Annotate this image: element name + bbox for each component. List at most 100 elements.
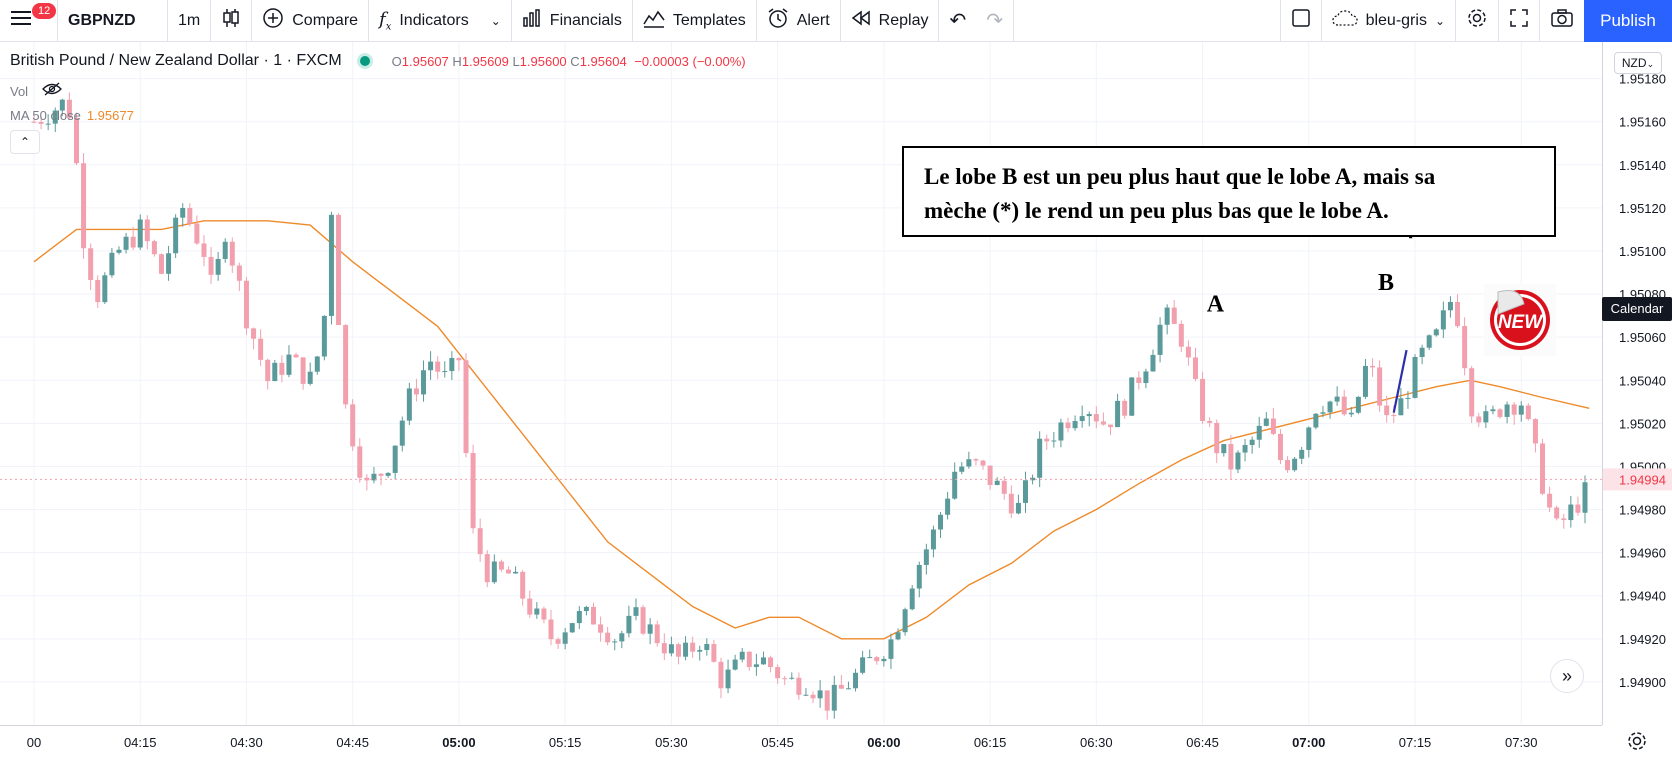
eye-crossed-icon[interactable] — [41, 82, 62, 99]
candle-body — [52, 110, 58, 124]
ohlc-values: O1.95607 H1.95609 L1.95600 C1.95604 −0.0… — [392, 54, 746, 69]
symbol-search[interactable]: GBPNZD — [58, 0, 168, 42]
candle-body — [1171, 307, 1177, 324]
financials-button[interactable]: Financials — [512, 0, 633, 42]
time-tick-label: 06:00 — [867, 735, 900, 750]
candle-body — [1355, 396, 1361, 413]
collapse-legend-button[interactable]: ⌃ — [10, 130, 40, 154]
candle-body — [1547, 493, 1553, 508]
compare-button[interactable]: Compare — [252, 0, 370, 42]
price-tick-label: 1.95040 — [1619, 373, 1666, 388]
symbol-title[interactable]: British Pound / New Zealand Dollar · 1 ·… — [10, 52, 342, 69]
candle-body — [428, 361, 434, 371]
templates-button[interactable]: Templates — [633, 0, 757, 42]
current-price-tag — [1603, 468, 1672, 491]
close-label: C — [570, 53, 580, 69]
menu-button[interactable]: 12 — [0, 0, 58, 42]
candle-body — [1249, 439, 1255, 446]
candle-body — [1015, 502, 1021, 514]
candle-body — [938, 514, 944, 530]
candle-body — [690, 642, 696, 652]
price-axis[interactable]: 1.94900 1.94920 1.94940 1.94960 1.94980 1.950… — [1602, 42, 1672, 725]
candle-body — [300, 357, 306, 384]
currency-selector[interactable]: NZD⌄ — [1614, 52, 1662, 74]
templates-icon — [643, 8, 665, 33]
candle-body — [371, 473, 377, 481]
candle-body — [258, 338, 264, 360]
candle-body — [527, 598, 533, 615]
ma-legend[interactable]: MA 50 close 1.95677 — [10, 108, 134, 123]
candle-body — [208, 256, 214, 275]
current-price-label: 1.94994 — [1619, 472, 1666, 487]
candle-body — [1270, 418, 1276, 434]
replay-button[interactable]: Replay — [841, 0, 940, 42]
candle-body — [506, 569, 512, 574]
ma-value: 1.95677 — [86, 108, 134, 123]
candle-body — [38, 121, 44, 124]
candle-body — [243, 280, 249, 329]
candle-body — [1037, 438, 1043, 478]
candle-body — [739, 651, 745, 660]
candle-body — [725, 669, 731, 689]
candle-body — [321, 315, 327, 357]
axis-settings-icon[interactable] — [1626, 730, 1648, 752]
candle-body — [1030, 477, 1036, 481]
indicators-button[interactable]: fx Indicators ⌄ — [369, 0, 512, 42]
candle-body — [158, 254, 164, 274]
time-tick-label: 07:00 — [1292, 735, 1325, 750]
candle-body — [1150, 354, 1156, 372]
candle-body — [1476, 416, 1482, 423]
camera-icon — [1550, 8, 1574, 33]
candle-body — [385, 472, 391, 476]
trend-line[interactable] — [1392, 349, 1408, 413]
candle-body — [1023, 480, 1029, 503]
price-chart[interactable]: A B * — [0, 42, 1602, 725]
layout-selector[interactable]: bleu-gris ⌄ — [1322, 0, 1456, 42]
chevron-down-icon[interactable]: ⌄ — [490, 13, 501, 28]
interval-button[interactable]: 1m — [168, 0, 212, 42]
gear-icon — [1466, 7, 1488, 34]
hamburger-icon — [10, 9, 32, 32]
annotation-textbox[interactable]: Le lobe B est un peu plus haut que le lo… — [902, 146, 1556, 237]
fullscreen-button[interactable] — [1499, 0, 1540, 42]
time-axis[interactable]: 00 04:15 04:30 04:45 05:00 05:15 05:30 05:45 06:… — [0, 725, 1602, 757]
volume-legend[interactable]: Vol — [10, 82, 62, 99]
ma-label: MA 50 close — [10, 108, 81, 123]
top-toolbar: 12 GBPNZD 1m Compare fx Indicators ⌄ Fin… — [0, 0, 1672, 42]
candle-body — [1263, 418, 1269, 426]
chevron-up-icon: ⌃ — [19, 135, 31, 149]
time-tick-label: 07:15 — [1399, 735, 1432, 750]
candle-body — [845, 688, 851, 690]
time-tick-label: 05:30 — [655, 735, 688, 750]
settings-button[interactable] — [1456, 0, 1499, 42]
candle-body — [619, 633, 625, 642]
candle-body — [1001, 480, 1007, 494]
label-b: B — [1378, 270, 1394, 296]
candle-body — [31, 121, 37, 123]
undo-button[interactable]: ↶ — [939, 0, 976, 42]
snapshot-button[interactable] — [1540, 0, 1584, 42]
chart-type-button[interactable] — [211, 0, 253, 42]
chart-grid — [0, 42, 1602, 725]
candle-body — [987, 465, 993, 485]
candle-body — [1100, 421, 1106, 425]
fullscreen-layout-button[interactable] — [1279, 0, 1322, 42]
annotation-line-1: Le lobe B est un peu plus haut que le lo… — [924, 164, 1436, 189]
candle-body — [1398, 398, 1404, 416]
candle-body — [435, 361, 441, 372]
candle-body — [1384, 405, 1390, 416]
candle-body — [378, 473, 384, 476]
publish-button[interactable]: Publish — [1584, 0, 1672, 42]
candle-body — [1341, 396, 1347, 415]
alert-label: Alert — [796, 11, 830, 29]
candle-body — [1334, 396, 1340, 402]
scroll-to-realtime-button[interactable]: » — [1550, 659, 1584, 693]
candle-body — [1107, 424, 1113, 428]
candle-body — [399, 420, 405, 446]
candle-body — [307, 371, 313, 384]
candle-body — [796, 677, 802, 695]
calendar-tooltip[interactable]: Calendar — [1602, 297, 1672, 321]
redo-button[interactable]: ↷ — [976, 0, 1014, 42]
alert-button[interactable]: Alert — [757, 0, 841, 42]
plus-circle-icon — [262, 7, 284, 34]
